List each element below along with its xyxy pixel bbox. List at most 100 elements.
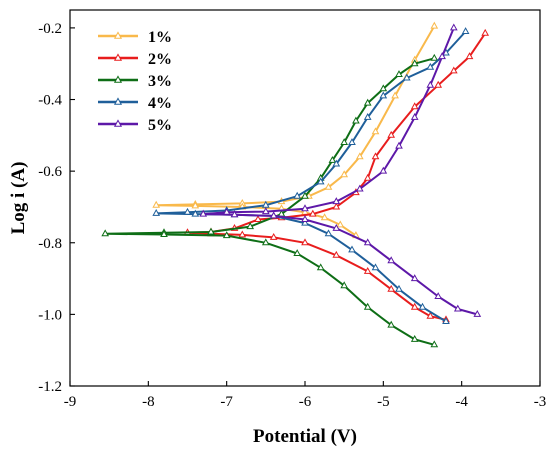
data-point (410, 334, 419, 342)
x-tick-label: -6 (299, 394, 312, 410)
data-point (442, 317, 450, 324)
data-point (316, 177, 325, 185)
legend-label: 5% (148, 117, 172, 134)
data-point (301, 218, 309, 226)
legend-label: 2% (148, 51, 172, 68)
data-point (308, 209, 317, 217)
legend-marker (113, 97, 123, 105)
data-point (348, 138, 356, 145)
data-point (449, 23, 458, 31)
data-point (402, 73, 411, 81)
data-point (461, 27, 470, 34)
data-point (246, 222, 255, 230)
legend: 1% 2% 3% 4% 5% (98, 29, 172, 134)
data-point (332, 159, 341, 167)
data-point (340, 170, 349, 178)
data-point (207, 227, 215, 235)
data-point (387, 284, 396, 292)
data-point (379, 91, 388, 99)
data-point (340, 138, 349, 145)
y-tick-label: -1.0 (38, 307, 62, 323)
data-point (355, 152, 364, 160)
series-line (155, 30, 467, 323)
data-point (430, 21, 439, 29)
data-point (222, 207, 231, 215)
data-point (371, 127, 380, 135)
data-point (191, 209, 200, 217)
data-point (301, 204, 309, 212)
series-layer (101, 21, 490, 348)
data-point (395, 141, 403, 149)
data-point (332, 250, 341, 258)
data-point (101, 229, 110, 237)
data-point (465, 52, 474, 60)
series-5 (199, 23, 482, 317)
x-tick-label: -5 (377, 394, 390, 410)
data-point (438, 52, 446, 60)
data-point (363, 266, 372, 274)
data-point (340, 281, 349, 289)
data-point (324, 229, 333, 237)
data-point (363, 98, 372, 106)
legend-marker (113, 119, 123, 127)
data-point (261, 238, 270, 246)
legend-marker (113, 75, 123, 83)
data-point (230, 210, 239, 218)
data-point (453, 304, 462, 312)
data-point (324, 182, 333, 190)
data-point (238, 230, 247, 238)
series-line (202, 27, 478, 316)
data-point (352, 116, 360, 124)
data-point (379, 84, 388, 92)
y-tick-label: -0.8 (38, 236, 62, 252)
legend-item: 3% (98, 73, 172, 90)
data-point (332, 223, 341, 231)
y-tick-label: -0.4 (38, 93, 62, 109)
data-point (152, 208, 161, 216)
x-tick-label: -9 (64, 394, 77, 410)
data-point (418, 302, 427, 310)
data-point (391, 91, 399, 99)
data-point (426, 62, 435, 70)
legend-marker (113, 53, 123, 61)
data-point (183, 207, 192, 215)
data-point (473, 309, 482, 317)
y-axis-title: Log i (A) (8, 162, 29, 235)
data-point (328, 155, 337, 163)
data-point (410, 274, 419, 282)
legend-label: 3% (148, 73, 172, 90)
data-point (261, 207, 270, 215)
data-point (430, 340, 439, 348)
data-point (426, 311, 435, 319)
data-point (363, 173, 372, 181)
data-point (293, 191, 302, 199)
data-point (301, 191, 309, 199)
data-point (348, 245, 356, 253)
legend-item: 1% (98, 29, 172, 46)
data-point (426, 80, 435, 88)
data-point (363, 112, 372, 120)
series-4 (152, 27, 470, 324)
data-point (293, 249, 302, 256)
x-tick-label: -4 (455, 394, 468, 410)
legend-label: 1% (148, 29, 172, 46)
data-point (191, 201, 200, 209)
data-point (160, 230, 168, 237)
data-point (434, 80, 443, 88)
data-point (430, 53, 439, 61)
data-point (410, 59, 419, 67)
data-point (320, 213, 329, 221)
data-point (332, 197, 341, 205)
legend-marker (113, 31, 123, 39)
data-point (434, 292, 443, 299)
data-point (387, 320, 396, 328)
data-point (410, 102, 419, 110)
y-axis: -1.2 -1.0 -0.8 -0.6 -0.4 -0.2 (38, 21, 75, 395)
legend-item: 5% (98, 117, 172, 134)
series-line (186, 32, 487, 321)
series-2 (183, 28, 490, 323)
data-point (301, 215, 309, 222)
x-tick-label: -8 (142, 394, 155, 410)
legend-label: 4% (148, 95, 172, 112)
